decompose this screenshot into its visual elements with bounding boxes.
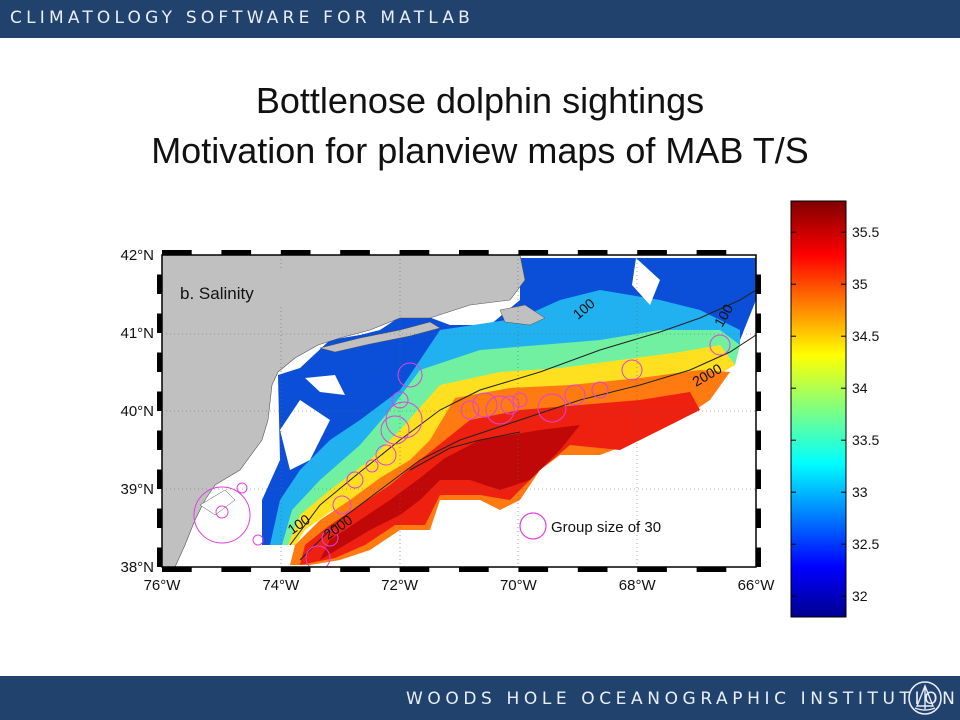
colorbar-tick-label: 35 (852, 276, 868, 292)
colorbar-tick-label: 32.5 (852, 536, 879, 552)
lat-tick-label: 42°N (120, 247, 154, 264)
frame-tick (756, 313, 761, 333)
frame-tick (340, 250, 370, 255)
frame-tick (399, 250, 430, 255)
frame-tick (756, 547, 761, 567)
colorbar-tick-label: 35.5 (852, 224, 879, 240)
frame-tick (399, 567, 430, 572)
lon-tick-label: 70°W (500, 577, 538, 594)
frame-tick (157, 313, 162, 333)
frame-tick (280, 250, 311, 255)
frame-tick (157, 274, 162, 294)
frame-tick (459, 250, 489, 255)
salinity-field (262, 258, 756, 565)
frame-tick (637, 567, 667, 572)
frame-tick (577, 567, 608, 572)
bathymetry-contours (289, 289, 756, 561)
colorbar-ticks: 35.5 35 34.5 34 33.5 33 32.5 32 (791, 224, 879, 604)
footer-institution: WOODS HOLE OCEANOGRAPHIC INSTITUTION (406, 689, 960, 709)
frame-border-ticks (157, 250, 761, 572)
lat-tick-label: 38°N (120, 559, 154, 576)
slide-title-line2: Motivation for planview maps of MAB T/S (151, 130, 809, 171)
frame-tick (756, 391, 761, 411)
header-title: CLIMATOLOGY SOFTWARE FOR MATLAB (10, 8, 475, 28)
frame-tick (157, 391, 162, 411)
land-mass (162, 255, 546, 567)
colorbar-tick-label: 34.5 (852, 328, 879, 344)
lon-tick-label: 72°W (381, 577, 419, 594)
panel-label: b. Salinity (180, 284, 254, 303)
frame-tick (756, 274, 761, 294)
frame-tick (637, 250, 667, 255)
colorbar-tick-label: 34 (852, 380, 868, 396)
frame-tick (756, 352, 761, 372)
frame-tick (756, 430, 761, 450)
colorbar-tick-label: 33.5 (852, 432, 879, 448)
lon-tick-label: 74°W (262, 577, 300, 594)
frame-tick (157, 430, 162, 450)
lon-tick-label: 76°W (144, 577, 182, 594)
frame-tick (162, 567, 192, 572)
frame-tick (518, 567, 549, 572)
lat-tick-label: 40°N (120, 403, 154, 420)
latitude-labels: 42°N 41°N 40°N 39°N 38°N (120, 247, 154, 576)
colorbar-tick-label: 32 (852, 588, 868, 604)
frame-tick (756, 469, 761, 489)
frame-tick (340, 567, 370, 572)
footer-bar: WOODS HOLE OCEANOGRAPHIC INSTITUTION (0, 676, 960, 720)
colorbar (790, 200, 847, 618)
frame-tick (756, 508, 761, 528)
frame-tick (518, 250, 549, 255)
frame-tick (157, 547, 162, 567)
header-bar: CLIMATOLOGY SOFTWARE FOR MATLAB (0, 0, 960, 38)
whoi-logo-icon (908, 681, 942, 715)
colorbar-tick-label: 33 (852, 484, 868, 500)
frame-tick (696, 567, 727, 572)
lat-tick-label: 39°N (120, 481, 154, 498)
lon-tick-label: 66°W (738, 577, 776, 594)
legend-label: Group size of 30 (551, 519, 661, 536)
frame-tick (157, 352, 162, 372)
panel-label-bg (170, 270, 285, 304)
frame-tick (221, 250, 252, 255)
frame-tick (157, 508, 162, 528)
frame-tick (221, 567, 252, 572)
frame-tick (280, 567, 311, 572)
graticule (162, 255, 756, 567)
frame-tick (696, 250, 727, 255)
frame-tick (162, 250, 192, 255)
frame-tick (157, 469, 162, 489)
lon-tick-label: 68°W (619, 577, 657, 594)
frame-tick (459, 567, 489, 572)
longitude-labels: 76°W 74°W 72°W 70°W 68°W 66°W (144, 577, 776, 594)
lat-tick-label: 41°N (120, 325, 154, 342)
frame-tick (577, 250, 608, 255)
legend-marker (519, 512, 547, 540)
slide-title-line1: Bottlenose dolphin sightings (255, 80, 705, 121)
